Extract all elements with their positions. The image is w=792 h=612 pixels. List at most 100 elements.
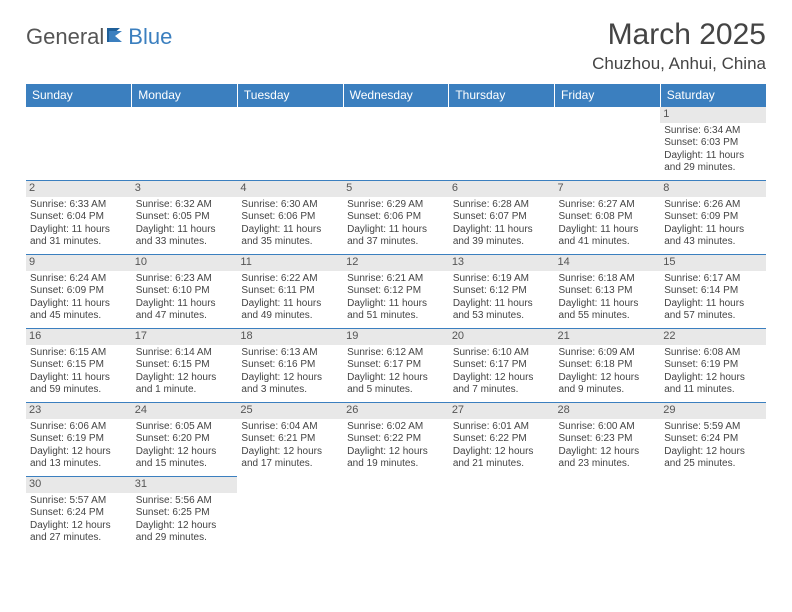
weekday-header: Friday: [555, 84, 661, 107]
day-number: 17: [132, 329, 238, 345]
daylight-text: and 23 minutes.: [559, 458, 657, 471]
daylight-text: and 41 minutes.: [559, 236, 657, 249]
logo-text-2: Blue: [128, 24, 172, 50]
daylight-text: and 9 minutes.: [559, 384, 657, 397]
calendar-day-cell: 18Sunrise: 6:13 AMSunset: 6:16 PMDayligh…: [237, 329, 343, 403]
daylight-text: Daylight: 11 hours: [664, 298, 762, 311]
sunrise-text: Sunrise: 6:18 AM: [559, 273, 657, 286]
daylight-text: and 47 minutes.: [136, 310, 234, 323]
location-text: Chuzhou, Anhui, China: [592, 54, 766, 74]
daylight-text: Daylight: 12 hours: [664, 446, 762, 459]
daylight-text: and 7 minutes.: [453, 384, 551, 397]
calendar-day-cell: 10Sunrise: 6:23 AMSunset: 6:10 PMDayligh…: [132, 255, 238, 329]
day-number: 16: [26, 329, 132, 345]
day-number: 30: [26, 477, 132, 493]
calendar-day-cell: 3Sunrise: 6:32 AMSunset: 6:05 PMDaylight…: [132, 181, 238, 255]
daylight-text: Daylight: 11 hours: [136, 224, 234, 237]
calendar-day-cell: 28Sunrise: 6:00 AMSunset: 6:23 PMDayligh…: [555, 403, 661, 477]
daylight-text: and 55 minutes.: [559, 310, 657, 323]
logo: General Blue: [26, 24, 172, 50]
calendar-day-cell: 30Sunrise: 5:57 AMSunset: 6:24 PMDayligh…: [26, 477, 132, 551]
daylight-text: Daylight: 12 hours: [136, 520, 234, 533]
sunset-text: Sunset: 6:13 PM: [559, 285, 657, 298]
sunrise-text: Sunrise: 6:10 AM: [453, 347, 551, 360]
sunset-text: Sunset: 6:06 PM: [347, 211, 445, 224]
calendar-day-cell: 22Sunrise: 6:08 AMSunset: 6:19 PMDayligh…: [660, 329, 766, 403]
sunrise-text: Sunrise: 6:19 AM: [453, 273, 551, 286]
sunrise-text: Sunrise: 6:28 AM: [453, 199, 551, 212]
weekday-header: Tuesday: [237, 84, 343, 107]
calendar-day-cell: [660, 477, 766, 551]
sunrise-text: Sunrise: 5:56 AM: [136, 495, 234, 508]
daylight-text: Daylight: 12 hours: [664, 372, 762, 385]
sunset-text: Sunset: 6:06 PM: [241, 211, 339, 224]
sunset-text: Sunset: 6:15 PM: [30, 359, 128, 372]
daylight-text: Daylight: 11 hours: [30, 298, 128, 311]
weekday-header: Sunday: [26, 84, 132, 107]
daylight-text: Daylight: 11 hours: [453, 298, 551, 311]
calendar-day-cell: 16Sunrise: 6:15 AMSunset: 6:15 PMDayligh…: [26, 329, 132, 403]
sunrise-text: Sunrise: 6:32 AM: [136, 199, 234, 212]
day-number: 31: [132, 477, 238, 493]
calendar-day-cell: [555, 107, 661, 181]
daylight-text: Daylight: 12 hours: [453, 372, 551, 385]
sunset-text: Sunset: 6:09 PM: [30, 285, 128, 298]
sunset-text: Sunset: 6:17 PM: [453, 359, 551, 372]
daylight-text: Daylight: 11 hours: [664, 224, 762, 237]
sunset-text: Sunset: 6:22 PM: [347, 433, 445, 446]
day-number: 19: [343, 329, 449, 345]
daylight-text: Daylight: 11 hours: [30, 224, 128, 237]
day-number: 11: [237, 255, 343, 271]
sunset-text: Sunset: 6:07 PM: [453, 211, 551, 224]
daylight-text: and 45 minutes.: [30, 310, 128, 323]
calendar-day-cell: 14Sunrise: 6:18 AMSunset: 6:13 PMDayligh…: [555, 255, 661, 329]
sunrise-text: Sunrise: 6:15 AM: [30, 347, 128, 360]
sunrise-text: Sunrise: 6:02 AM: [347, 421, 445, 434]
calendar-week-row: 2Sunrise: 6:33 AMSunset: 6:04 PMDaylight…: [26, 181, 766, 255]
daylight-text: and 33 minutes.: [136, 236, 234, 249]
daylight-text: and 29 minutes.: [664, 162, 762, 175]
sunrise-text: Sunrise: 6:33 AM: [30, 199, 128, 212]
sunset-text: Sunset: 6:24 PM: [664, 433, 762, 446]
header: General Blue March 2025 Chuzhou, Anhui, …: [26, 18, 766, 74]
calendar-day-cell: 13Sunrise: 6:19 AMSunset: 6:12 PMDayligh…: [449, 255, 555, 329]
calendar-day-cell: 9Sunrise: 6:24 AMSunset: 6:09 PMDaylight…: [26, 255, 132, 329]
weekday-header: Saturday: [660, 84, 766, 107]
sunrise-text: Sunrise: 6:09 AM: [559, 347, 657, 360]
calendar-day-cell: 24Sunrise: 6:05 AMSunset: 6:20 PMDayligh…: [132, 403, 238, 477]
daylight-text: Daylight: 11 hours: [347, 298, 445, 311]
calendar-day-cell: 31Sunrise: 5:56 AMSunset: 6:25 PMDayligh…: [132, 477, 238, 551]
sunset-text: Sunset: 6:17 PM: [347, 359, 445, 372]
day-number: 4: [237, 181, 343, 197]
calendar-day-cell: 25Sunrise: 6:04 AMSunset: 6:21 PMDayligh…: [237, 403, 343, 477]
weekday-header: Thursday: [449, 84, 555, 107]
sunset-text: Sunset: 6:19 PM: [664, 359, 762, 372]
day-number: 15: [660, 255, 766, 271]
daylight-text: Daylight: 12 hours: [559, 372, 657, 385]
day-number: 24: [132, 403, 238, 419]
sunrise-text: Sunrise: 6:12 AM: [347, 347, 445, 360]
calendar-day-cell: 11Sunrise: 6:22 AMSunset: 6:11 PMDayligh…: [237, 255, 343, 329]
day-number: 25: [237, 403, 343, 419]
calendar-day-cell: [132, 107, 238, 181]
sunset-text: Sunset: 6:12 PM: [347, 285, 445, 298]
sunset-text: Sunset: 6:14 PM: [664, 285, 762, 298]
sunrise-text: Sunrise: 6:29 AM: [347, 199, 445, 212]
weekday-header-row: SundayMondayTuesdayWednesdayThursdayFrid…: [26, 84, 766, 107]
daylight-text: Daylight: 11 hours: [241, 224, 339, 237]
daylight-text: and 27 minutes.: [30, 532, 128, 545]
day-number: 9: [26, 255, 132, 271]
sunrise-text: Sunrise: 6:04 AM: [241, 421, 339, 434]
daylight-text: and 43 minutes.: [664, 236, 762, 249]
calendar-day-cell: [343, 477, 449, 551]
day-number: 1: [660, 107, 766, 123]
daylight-text: Daylight: 11 hours: [559, 298, 657, 311]
calendar-day-cell: 27Sunrise: 6:01 AMSunset: 6:22 PMDayligh…: [449, 403, 555, 477]
daylight-text: Daylight: 12 hours: [347, 372, 445, 385]
day-number: 22: [660, 329, 766, 345]
sunset-text: Sunset: 6:16 PM: [241, 359, 339, 372]
daylight-text: and 51 minutes.: [347, 310, 445, 323]
calendar-day-cell: [237, 477, 343, 551]
day-number: 26: [343, 403, 449, 419]
daylight-text: Daylight: 12 hours: [347, 446, 445, 459]
